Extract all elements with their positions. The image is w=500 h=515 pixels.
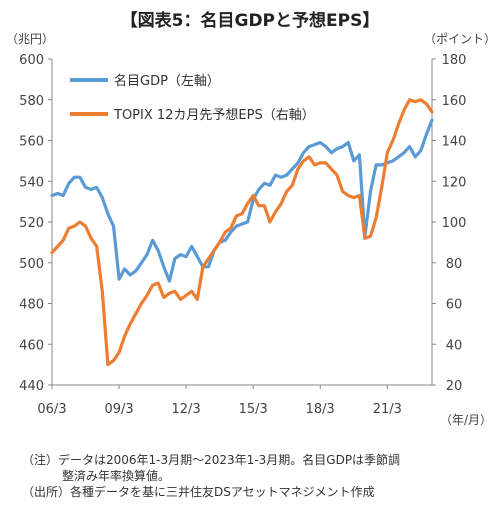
left-tick-label: 520 bbox=[19, 216, 44, 231]
right-tick-label: 120 bbox=[442, 175, 467, 190]
legend: 名目GDP（左軸） TOPIX 12カ月先予想EPS（右軸） bbox=[70, 73, 315, 123]
note-line: （注）データは2006年1-3月期～2023年1-3月期。名目GDPは季節調 bbox=[22, 453, 401, 467]
eps-series-line bbox=[50, 98, 434, 367]
left-tick-label: 500 bbox=[19, 257, 44, 272]
series-lines bbox=[50, 98, 434, 367]
right-tick-label: 80 bbox=[446, 257, 463, 272]
right-tick-label: 180 bbox=[442, 53, 467, 68]
note-line: 整済み年率換算値。 bbox=[62, 469, 171, 483]
x-tick-label: 09/3 bbox=[104, 402, 133, 417]
left-tick-label: 460 bbox=[19, 338, 44, 353]
right-axis-unit: （ポイント） bbox=[424, 32, 496, 46]
x-tick-label: 06/3 bbox=[37, 402, 66, 417]
tick-labels: 440 460 480 500 520 540 560 580 600 20 40 60 80 100 12… bbox=[19, 53, 466, 417]
x-tick-label: 21/3 bbox=[373, 402, 402, 417]
right-tick-label: 20 bbox=[446, 379, 463, 394]
left-tick-label: 440 bbox=[19, 379, 44, 394]
left-axis-unit: （兆円） bbox=[6, 32, 54, 46]
footnotes: （注）データは2006年1-3月期～2023年1-3月期。名目GDPは季節調 整… bbox=[22, 452, 492, 500]
right-tick-label: 160 bbox=[442, 94, 467, 109]
left-tick-label: 580 bbox=[19, 94, 44, 109]
line-chart: 440 460 480 500 520 540 560 580 600 20 40 60 80 100 12… bbox=[6, 32, 496, 427]
right-tick-label: 100 bbox=[442, 216, 467, 231]
x-tick-label: 18/3 bbox=[306, 402, 335, 417]
legend-label: TOPIX 12カ月先予想EPS（右軸） bbox=[113, 107, 315, 123]
right-tick-label: 140 bbox=[442, 135, 467, 150]
left-tick-label: 480 bbox=[19, 298, 44, 313]
left-tick-label: 540 bbox=[19, 175, 44, 190]
left-tick-label: 560 bbox=[19, 135, 44, 150]
gdp-series-line bbox=[50, 118, 434, 283]
source-line: （出所）各種データを基に三井住友DSアセットマネジメント作成 bbox=[22, 485, 375, 499]
right-tick-label: 40 bbox=[446, 338, 463, 353]
left-tick-label: 600 bbox=[19, 53, 44, 68]
right-tick-label: 60 bbox=[446, 298, 463, 313]
legend-label: 名目GDP（左軸） bbox=[114, 73, 220, 89]
axes bbox=[48, 58, 436, 389]
x-tick-label: 15/3 bbox=[239, 402, 268, 417]
x-tick-label: 12/3 bbox=[172, 402, 201, 417]
x-axis-unit: （年/月） bbox=[440, 413, 492, 427]
chart-title: 【図表5：名目GDPと予想EPS】 bbox=[120, 11, 380, 31]
